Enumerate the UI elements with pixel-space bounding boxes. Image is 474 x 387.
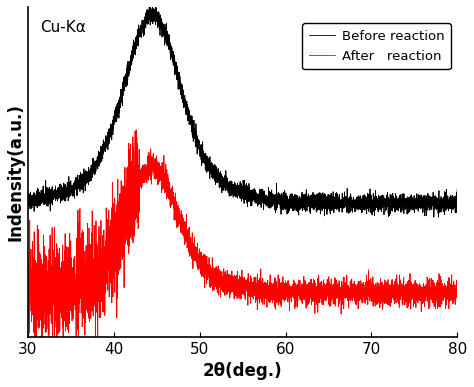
Before reaction — [378, 204, 384, 209]
Y-axis label: Indensity(a.u.): Indensity(a.u.) — [7, 103, 25, 241]
Before reaction — [455, 204, 460, 209]
After   reaction — [304, 303, 310, 308]
Before reaction — [103, 140, 109, 145]
Before reaction — [189, 114, 195, 118]
After   reaction — [103, 257, 109, 262]
After   reaction — [346, 288, 351, 293]
After   reaction — [25, 246, 30, 250]
After   reaction — [60, 369, 66, 373]
Legend: Before reaction, After   reaction: Before reaction, After reaction — [302, 24, 451, 69]
Before reaction — [150, 2, 155, 7]
Text: Cu-Kα: Cu-Kα — [41, 20, 86, 35]
After   reaction — [189, 249, 195, 253]
X-axis label: 2θ(deg.): 2θ(deg.) — [203, 362, 283, 380]
Before reaction — [304, 197, 310, 202]
Line: Before reaction: Before reaction — [27, 4, 457, 217]
After   reaction — [378, 293, 384, 298]
Before reaction — [346, 204, 351, 209]
Line: After   reaction: After reaction — [27, 130, 457, 371]
After   reaction — [133, 127, 139, 132]
Before reaction — [25, 196, 30, 201]
After   reaction — [283, 279, 289, 283]
Before reaction — [283, 200, 288, 204]
Before reaction — [436, 215, 441, 219]
After   reaction — [455, 295, 460, 300]
